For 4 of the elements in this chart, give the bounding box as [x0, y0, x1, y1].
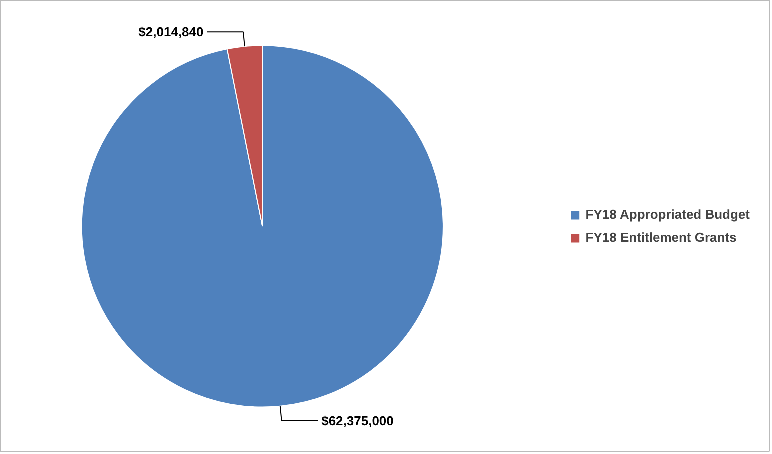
legend-label: FY18 Appropriated Budget	[586, 207, 750, 222]
legend-label: FY18 Entitlement Grants	[586, 230, 737, 245]
data-label: $2,014,840	[138, 24, 204, 40]
data-label: $62,375,000	[322, 413, 394, 428]
